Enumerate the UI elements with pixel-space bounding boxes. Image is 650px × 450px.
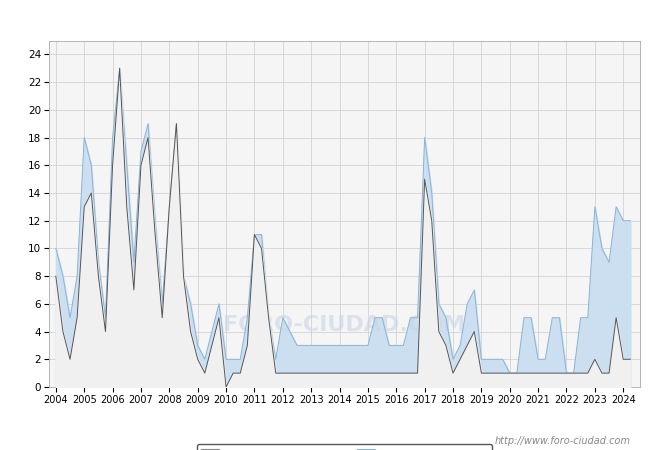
Legend: Viviendas Nuevas, Viviendas Usadas: Viviendas Nuevas, Viviendas Usadas: [197, 444, 492, 450]
Text: http://www.foro-ciudad.com: http://www.foro-ciudad.com: [495, 436, 630, 446]
Text: Pedrajas de San Esteban - Evolucion del Nº de Transacciones Inmobiliarias: Pedrajas de San Esteban - Evolucion del …: [77, 12, 573, 25]
Text: FORO-CIUDAD.COM: FORO-CIUDAD.COM: [224, 315, 465, 335]
